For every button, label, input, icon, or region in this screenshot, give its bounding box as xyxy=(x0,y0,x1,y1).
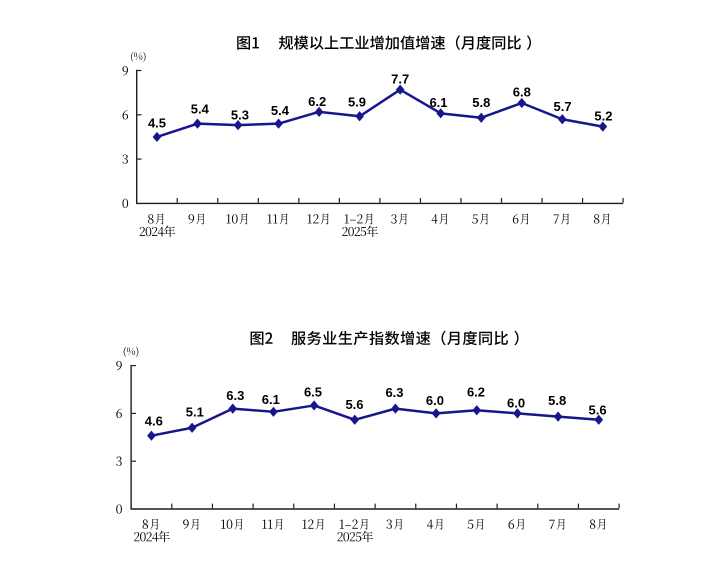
svg-text:5.1: 5.1 xyxy=(186,404,204,419)
svg-text:4.6: 4.6 xyxy=(145,414,163,429)
svg-text:6.2: 6.2 xyxy=(467,385,485,400)
svg-text:6.3: 6.3 xyxy=(226,388,244,403)
svg-text:6.0: 6.0 xyxy=(426,393,444,408)
svg-text:6.2: 6.2 xyxy=(308,94,326,109)
svg-text:5.8: 5.8 xyxy=(472,95,490,110)
svg-text:5.4: 5.4 xyxy=(191,102,210,117)
svg-text:5.4: 5.4 xyxy=(271,103,290,118)
svg-text:6.5: 6.5 xyxy=(304,385,322,400)
svg-text:5.8: 5.8 xyxy=(548,393,566,408)
svg-text:6.1: 6.1 xyxy=(262,392,280,407)
svg-text:5.7: 5.7 xyxy=(554,99,572,114)
svg-text:5.6: 5.6 xyxy=(589,402,607,417)
svg-text:5.3: 5.3 xyxy=(231,108,249,123)
svg-text:6.1: 6.1 xyxy=(429,95,447,110)
svg-text:7.7: 7.7 xyxy=(391,72,409,87)
svg-text:6.3: 6.3 xyxy=(385,385,403,400)
svg-text:5.9: 5.9 xyxy=(348,94,366,109)
svg-text:4.5: 4.5 xyxy=(148,115,166,130)
svg-text:5.6: 5.6 xyxy=(345,397,363,412)
svg-text:6.0: 6.0 xyxy=(507,396,525,411)
svg-text:5.2: 5.2 xyxy=(594,109,612,124)
svg-text:6.8: 6.8 xyxy=(513,84,531,99)
